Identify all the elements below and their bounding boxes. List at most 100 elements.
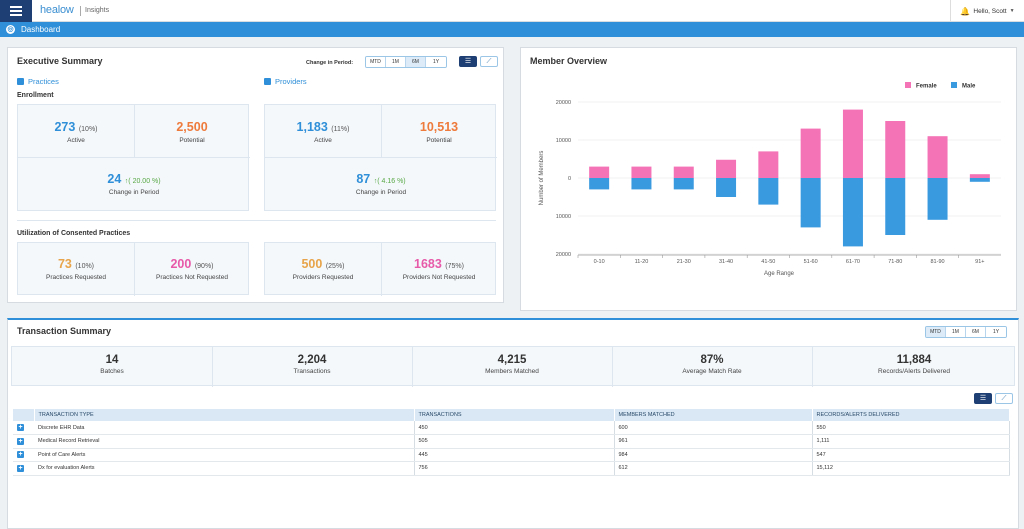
practices-not-requested-value: 200	[170, 257, 192, 271]
tx-view-toggle: ☰ ⟋	[974, 393, 1013, 404]
practices-not-requested-pct: (90%)	[194, 263, 214, 270]
providers-link[interactable]: Providers	[264, 77, 307, 86]
column-header-transactions[interactable]: TRANSACTIONS	[414, 409, 615, 421]
practices-potential-value: 2,500	[176, 120, 208, 134]
providers-label: Providers	[275, 77, 307, 86]
column-header-transaction-type[interactable]: TRANSACTION TYPE	[34, 409, 415, 421]
practices-not-requested-label: Practices Not Requested	[156, 274, 228, 281]
providers-active-label: Active	[314, 137, 332, 144]
male-bar-71-80[interactable]	[885, 178, 906, 235]
x-axis-label: Age Range	[764, 271, 795, 277]
table-row[interactable]: + Medical Record Retrieval 505 961 1,111	[13, 434, 1010, 449]
male-bar-51-60[interactable]	[800, 178, 821, 228]
providers-active-value: 1,183	[296, 120, 328, 134]
top-bar: healow Insights 🔔 Hello, Scott ▼	[0, 0, 1024, 22]
tx-period-1m-button[interactable]: 1M	[946, 327, 966, 337]
stat-value: 11,884	[896, 354, 932, 366]
cell-records: 1,111	[812, 434, 1010, 449]
executive-summary-panel: Executive Summary Change in Period: MTD …	[7, 47, 504, 303]
stat-average-match-rate: 87% Average Match Rate	[612, 354, 812, 375]
tx-list-view-icon[interactable]: ☰	[974, 393, 992, 404]
user-menu[interactable]: 🔔 Hello, Scott ▼	[950, 0, 1024, 22]
page-title: Dashboard	[21, 25, 61, 34]
expand-icon[interactable]: +	[17, 424, 24, 431]
providers-potential-value: 10,513	[419, 120, 459, 134]
stat-transactions: 2,204 Transactions	[212, 354, 412, 375]
tx-period-mtd-button[interactable]: MTD	[926, 327, 946, 337]
hamburger-menu-icon[interactable]	[0, 0, 32, 22]
male-bar-0-10[interactable]	[589, 178, 610, 190]
male-bar-91+[interactable]	[969, 178, 990, 182]
stat-batches: 14 Batches	[12, 354, 212, 375]
table-row[interactable]: + Dx for evaluation Alerts 756 612 15,11…	[13, 461, 1010, 476]
practices-enrollment-box: 273 (10%) Active 2,500 Potential 24 ↑( 2…	[17, 104, 250, 211]
providers-change-value: 87	[356, 172, 371, 186]
cell-records: 15,112	[812, 461, 1010, 476]
cell-type: Dx for evaluation Alerts	[34, 461, 415, 476]
female-bar-11-20[interactable]	[631, 166, 652, 178]
expand-icon[interactable]: +	[17, 451, 24, 459]
tx-period-1y-button[interactable]: 1Y	[986, 327, 1006, 337]
female-bar-51-60[interactable]	[800, 128, 821, 178]
tx-period-6m-button[interactable]: 6M	[966, 327, 986, 337]
male-bar-61-70[interactable]	[842, 178, 863, 247]
y-tick-label: 10000	[556, 214, 571, 220]
y-tick-label: 20000	[556, 252, 571, 258]
expand-icon[interactable]: +	[17, 437, 24, 445]
practices-requested-pct: (10%)	[75, 263, 95, 270]
female-bar-31-40[interactable]	[716, 159, 737, 178]
practices-potential-label: Potential	[179, 137, 205, 144]
cell-members: 984	[614, 448, 813, 462]
practices-change-pct: ↑( 20.00 %)	[124, 178, 161, 185]
utilization-practices-box: 73 (10%) Practices Requested 200 (90%) P…	[17, 242, 249, 296]
female-bar-91+[interactable]	[969, 174, 990, 178]
providers-enrollment-box: 1,183 (11%) Active 10,513 Potential 87 ↑…	[264, 104, 497, 211]
female-bar-41-50[interactable]	[758, 151, 779, 178]
column-header-members-matched[interactable]: MEMBERS MATCHED	[614, 409, 813, 421]
legend-female-label: Female	[916, 84, 937, 90]
male-bar-41-50[interactable]	[758, 178, 779, 205]
practices-active-value: 273	[54, 120, 76, 134]
bell-icon[interactable]: 🔔	[960, 6, 971, 16]
male-bar-31-40[interactable]	[716, 178, 737, 197]
legend-male-label: Male	[962, 84, 976, 90]
providers-not-requested-value: 1683	[414, 257, 442, 271]
male-bar-11-20[interactable]	[631, 178, 652, 190]
table-row[interactable]: + Point of Care Alerts 445 984 547	[13, 448, 1010, 462]
period-1m-button[interactable]: 1M	[386, 57, 406, 67]
expand-column-header	[13, 409, 35, 421]
period-6m-button[interactable]: 6M	[406, 57, 426, 67]
stat-label: Members Matched	[485, 368, 539, 375]
period-1y-button[interactable]: 1Y	[426, 57, 446, 67]
male-bar-81-90[interactable]	[927, 178, 948, 220]
exec-view-toggle: ☰ ⟋	[459, 56, 498, 67]
providers-change-label: Change in Period	[355, 189, 407, 196]
period-mtd-button[interactable]: MTD	[366, 57, 386, 67]
tx-chart-view-icon[interactable]: ⟋	[995, 393, 1013, 404]
column-header-records-delivered[interactable]: RECORDS/ALERTS DELIVERED	[812, 409, 1010, 421]
y-tick-label: 10000	[556, 138, 571, 144]
providers-not-requested-pct: (75%)	[445, 263, 464, 270]
x-tick-label: 81-90	[931, 259, 945, 265]
cell-transactions: 505	[414, 434, 615, 449]
male-bar-21-30[interactable]	[673, 178, 694, 190]
expand-icon[interactable]: +	[17, 464, 24, 472]
stat-label: Transactions	[293, 368, 331, 375]
female-bar-81-90[interactable]	[927, 136, 948, 178]
list-view-icon[interactable]: ☰	[459, 56, 477, 67]
y-axis-label: Number of Members	[539, 151, 545, 206]
table-row[interactable]: + Discrete EHR Data 450 600 550	[13, 421, 1010, 435]
female-bar-71-80[interactable]	[885, 121, 906, 178]
female-bar-0-10[interactable]	[589, 166, 610, 178]
chart-view-icon[interactable]: ⟋	[480, 56, 498, 67]
x-tick-label: 41-50	[761, 259, 775, 265]
member-chart: 20000 10000 0 10000 20000 0-10 11-20 21-30 31-4…	[539, 82, 1001, 277]
female-bar-21-30[interactable]	[673, 166, 694, 178]
logo-divider	[80, 6, 81, 16]
page-header-bar: ◎ Dashboard	[0, 22, 1024, 37]
practices-active-pct: (10%)	[78, 126, 98, 133]
female-bar-61-70[interactable]	[842, 109, 863, 178]
practices-link[interactable]: Practices	[17, 77, 59, 86]
practices-requested-value: 73	[57, 257, 72, 271]
transaction-summary-title: Transaction Summary	[17, 326, 112, 336]
